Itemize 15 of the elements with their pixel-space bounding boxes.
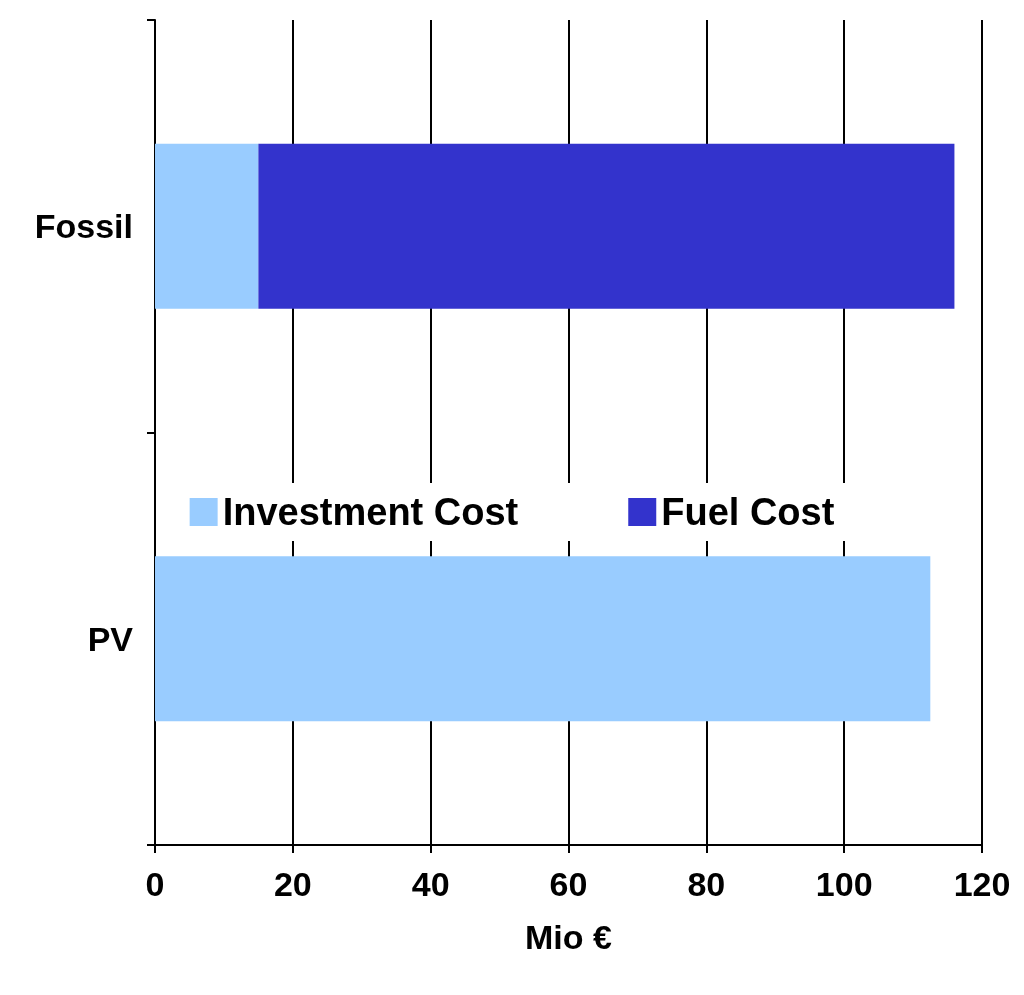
y-tick-label: PV bbox=[87, 619, 134, 658]
legend-label: Investment Cost bbox=[222, 491, 519, 533]
x-tick-label: 80 bbox=[687, 865, 726, 903]
bar bbox=[155, 143, 259, 309]
y-tick-label: Fossil bbox=[34, 207, 133, 246]
legend-label: Fuel Cost bbox=[661, 491, 835, 533]
x-tick-label: 20 bbox=[273, 865, 312, 903]
bar bbox=[155, 556, 931, 722]
x-tick-label: 40 bbox=[411, 865, 450, 903]
x-tick-label: 100 bbox=[815, 865, 873, 903]
x-tick-label: 0 bbox=[145, 865, 165, 903]
bar bbox=[258, 143, 955, 309]
x-axis-title: Mio € bbox=[525, 918, 613, 956]
x-tick-label: 60 bbox=[549, 865, 588, 903]
x-tick-label: 120 bbox=[953, 865, 1011, 903]
